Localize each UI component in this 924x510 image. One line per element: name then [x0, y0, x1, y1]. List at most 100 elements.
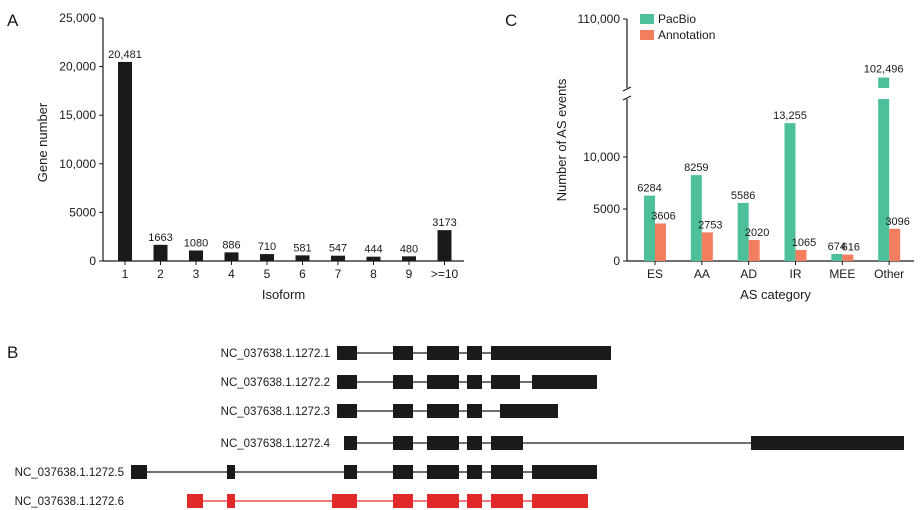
x-tick-label: IR [790, 267, 802, 281]
y-tick-label: 0 [613, 254, 620, 268]
data-label: 616 [842, 242, 860, 254]
exon-block [332, 494, 357, 508]
exon-block [532, 465, 597, 479]
exon-block [500, 404, 558, 418]
data-label: 3173 [432, 217, 456, 229]
bar-pacbio [737, 202, 749, 261]
bar [402, 256, 416, 261]
isoform-label: NC_037638.1.1272.2 [221, 377, 330, 389]
legend-label: PacBio [658, 12, 696, 26]
data-label: 581 [293, 242, 311, 254]
bar-annotation [655, 223, 666, 261]
bar-pacbio [878, 99, 890, 261]
exon-block [491, 494, 523, 508]
x-tick-label: 2 [157, 267, 164, 281]
exon-block [491, 436, 523, 450]
exon-block [393, 346, 413, 360]
exon-block [427, 436, 459, 450]
bar-annotation [842, 254, 854, 261]
exon-block [491, 346, 611, 360]
bar-pacbio [784, 123, 796, 261]
bar [118, 61, 132, 261]
x-tick-label: 6 [299, 267, 306, 281]
bar [260, 254, 274, 261]
exon-block [131, 465, 147, 479]
panel-label-a: A [7, 11, 19, 30]
exon-block [337, 404, 357, 418]
x-tick-label: 4 [228, 267, 235, 281]
x-tick-label: MEE [829, 267, 855, 281]
x-tick-label: 1 [122, 267, 129, 281]
exon-block [427, 346, 459, 360]
exon-block [467, 436, 482, 450]
panel-label-b: B [7, 343, 18, 362]
y-axis-title: Gene number [35, 102, 50, 182]
bar [295, 255, 310, 261]
exon-block [751, 436, 904, 450]
exon-block [227, 465, 235, 479]
exon-block [344, 436, 357, 450]
data-label: 674 [828, 241, 846, 253]
isoform-label: NC_037638.1.1272.5 [15, 467, 124, 479]
y-tick-label: 0 [89, 254, 96, 268]
bar-pacbio [831, 253, 843, 261]
exon-block [467, 404, 482, 418]
exon-block [427, 465, 459, 479]
y-tick-label: 25,000 [59, 11, 96, 25]
data-label: 710 [258, 241, 276, 253]
y-tick-label: 110,000 [578, 12, 621, 26]
legend-swatch [640, 14, 654, 24]
panel-c-grouped-bar-chart: 0 5000 10,000 110,000 6284 3606 ES 8259 2753 AA 55… [554, 12, 914, 302]
isoform-label: NC_037638.1.1272.1 [221, 348, 330, 360]
exon-block [532, 375, 597, 389]
x-tick-label: 5 [264, 267, 271, 281]
x-tick-label: AD [740, 267, 757, 281]
isoform-label: NC_037638.1.1272.6 [15, 496, 124, 508]
x-tick-label: 3 [193, 267, 200, 281]
exon-block [337, 346, 357, 360]
data-label: 8259 [684, 162, 708, 174]
data-label: 2753 [698, 219, 722, 231]
panel-label-c: C [505, 11, 517, 30]
data-label: 1663 [148, 232, 172, 244]
data-label: 5586 [731, 190, 755, 202]
panel-a-bar-chart: 0 5000 10,000 15,000 20,000 25,000 20,481 1 1663… [35, 11, 464, 302]
bar [153, 244, 168, 261]
exon-block [467, 346, 482, 360]
data-label: 3096 [885, 216, 909, 228]
y-tick-label: 20,000 [59, 60, 96, 74]
y-tick-label: 10,000 [583, 150, 620, 164]
y-axis-title: Number of AS events [554, 78, 569, 201]
legend-swatch [640, 30, 654, 40]
exon-block [393, 436, 413, 450]
bar [189, 250, 203, 261]
x-axis-title: AS category [740, 287, 811, 302]
exon-block [467, 494, 482, 508]
data-label: 2020 [745, 227, 769, 239]
y-tick-label: 15,000 [59, 108, 96, 122]
bar [224, 252, 239, 261]
bar [331, 255, 345, 261]
bar-annotation [889, 228, 901, 261]
bar-annotation [748, 239, 760, 261]
x-tick-label: >=10 [431, 267, 459, 281]
exon-block [427, 494, 459, 508]
exon-block [344, 465, 357, 479]
data-label: 886 [222, 239, 240, 251]
data-label: 3606 [651, 210, 675, 222]
data-label: 444 [364, 244, 382, 256]
bar-annotation [701, 232, 713, 261]
y-tick-label: 5000 [69, 205, 96, 219]
bar-pacbio [690, 175, 702, 261]
y-tick-label: 5000 [593, 202, 620, 216]
panel-b-isoform-structures: NC_037638.1.1272.1 NC_037638.1.1272.2 NC_0… [15, 346, 904, 508]
isoform-label: NC_037638.1.1272.3 [221, 406, 330, 418]
x-tick-label: 8 [370, 267, 377, 281]
axis-break-mark [622, 95, 632, 101]
legend-label: Annotation [658, 28, 715, 42]
exon-block [337, 375, 357, 389]
exon-block [393, 375, 413, 389]
data-label: 1065 [792, 237, 816, 249]
exon-block [467, 375, 482, 389]
data-label: 547 [329, 243, 347, 255]
